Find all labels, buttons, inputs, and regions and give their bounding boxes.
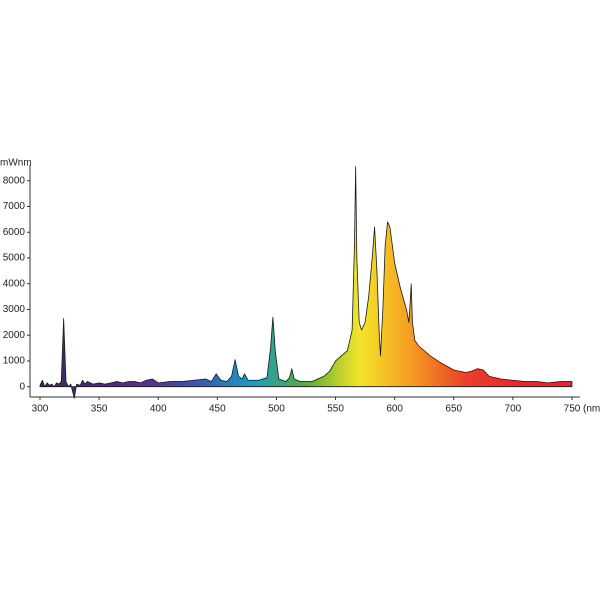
x-tick-label: 700 — [505, 404, 522, 415]
y-tick-label: 1000 — [3, 356, 26, 367]
x-tick-label: 550 — [327, 404, 344, 415]
x-tick-label: 500 — [268, 404, 285, 415]
y-tick-label: 2000 — [3, 330, 26, 341]
y-axis-label: mWnm — [0, 158, 32, 169]
y-tick-label: 4000 — [3, 278, 26, 289]
x-tick-label: 600 — [386, 404, 403, 415]
x-axis-label: (nm) — [583, 404, 600, 415]
y-tick-label: 3000 — [3, 304, 26, 315]
y-tick-label: 6000 — [3, 227, 26, 238]
x-tick-label: 650 — [445, 404, 462, 415]
x-tick-label: 450 — [209, 404, 226, 415]
x-tick-label: 350 — [91, 404, 108, 415]
x-tick-label: 300 — [32, 404, 49, 415]
y-tick-label: 5000 — [3, 253, 26, 264]
x-tick-label: 400 — [150, 404, 167, 415]
x-tick-label: 750 — [564, 404, 581, 415]
spectrum-area — [39, 166, 573, 399]
y-tick-label: 7000 — [3, 201, 26, 212]
y-tick-label: 8000 — [3, 175, 26, 186]
y-tick-label: 0 — [19, 381, 25, 392]
